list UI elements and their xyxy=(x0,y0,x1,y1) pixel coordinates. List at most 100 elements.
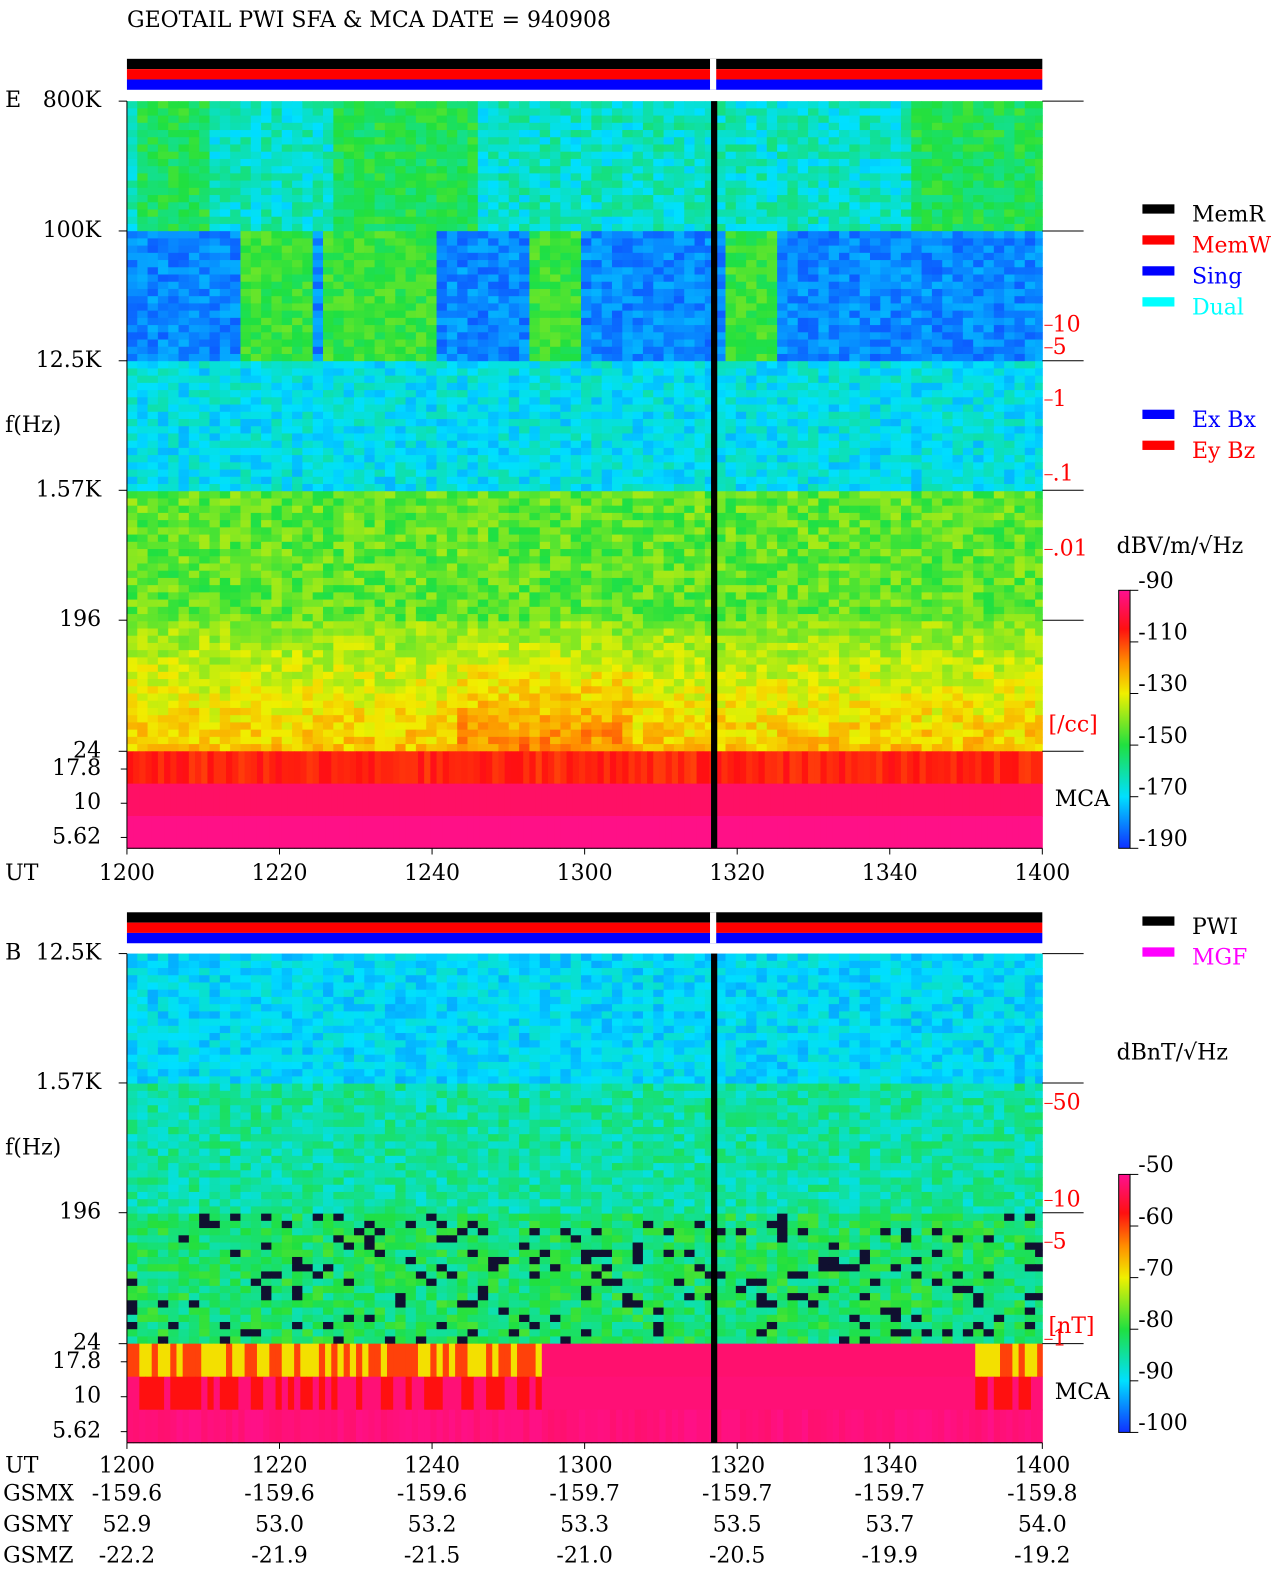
spectrogram-cell xyxy=(880,455,892,463)
spectrogram-cell xyxy=(126,231,138,239)
spectrogram-cell xyxy=(477,267,489,276)
spectrogram-cell xyxy=(477,209,489,218)
spectrogram-cell xyxy=(488,484,499,492)
spectrogram-cell xyxy=(746,310,757,319)
spectrogram-cell xyxy=(622,404,634,413)
spectrogram-cell xyxy=(312,260,324,268)
spectrogram-cell xyxy=(735,122,747,131)
spectrogram-cell xyxy=(622,382,634,391)
spectrogram-cell xyxy=(694,108,706,117)
spectrogram-cell xyxy=(529,195,541,203)
spectrogram-cell xyxy=(261,476,272,485)
spectrogram-cell xyxy=(395,498,407,507)
spectrogram-cell xyxy=(302,382,314,391)
spectrogram-cell xyxy=(550,115,561,124)
spectrogram-cell xyxy=(498,223,510,232)
spectrogram-cell xyxy=(312,361,324,369)
spectrogram-cell xyxy=(405,252,417,261)
spectrogram-cell xyxy=(157,187,169,196)
spectrogram-cell xyxy=(1004,469,1015,478)
spectrogram-cell xyxy=(446,440,458,449)
spectrogram-cell xyxy=(168,238,180,247)
spectrogram-cell xyxy=(188,462,200,471)
spectrogram-cell xyxy=(426,166,438,174)
spectrogram-cell xyxy=(199,296,210,304)
spectrogram-cell xyxy=(787,137,799,145)
spectrogram-cell xyxy=(250,498,262,507)
spectrogram-cell xyxy=(921,498,933,507)
spectrogram-cell xyxy=(426,433,438,442)
spectrogram-cell xyxy=(395,469,407,478)
spectrogram-cell xyxy=(384,426,396,434)
spectrogram-cell xyxy=(808,368,819,377)
spectrogram-cell xyxy=(787,325,799,333)
spectrogram-cell xyxy=(1035,158,1043,167)
spectrogram-cell xyxy=(343,353,355,362)
spectrogram-cell xyxy=(611,447,623,456)
spectrogram-cell xyxy=(859,433,871,442)
spectrogram-cell xyxy=(591,144,603,153)
spectrogram-cell xyxy=(983,267,995,276)
spectrogram-cell xyxy=(539,180,551,189)
spectrogram-cell xyxy=(261,166,272,174)
spectrogram-cell xyxy=(911,252,923,261)
spectrogram-cell xyxy=(942,476,954,485)
spectrogram-cell xyxy=(818,195,830,203)
spectrogram-cell xyxy=(797,353,809,362)
spectrogram-cell xyxy=(508,180,520,189)
spectrogram-cell xyxy=(477,397,489,406)
spectrogram-cell xyxy=(1014,223,1026,232)
spectrogram-cell xyxy=(395,361,407,369)
spectrogram-cell xyxy=(684,418,696,427)
spectrogram-cell xyxy=(735,404,747,413)
spectrogram-cell xyxy=(611,122,623,131)
spectrogram-cell xyxy=(653,252,665,261)
spectrogram-cell xyxy=(415,476,427,485)
spectrogram-cell xyxy=(467,101,479,109)
spectrogram-cell xyxy=(777,310,788,319)
spectrogram-cell xyxy=(746,223,757,232)
spectrogram-cell xyxy=(560,411,572,420)
spectrogram-cell xyxy=(900,130,912,138)
spectrogram-cell xyxy=(818,260,830,268)
spectrogram-cell xyxy=(353,202,365,210)
spectrogram-cell xyxy=(622,245,634,254)
spectrogram-cell xyxy=(921,317,933,326)
spectrogram-cell xyxy=(797,202,809,210)
spectrogram-cell xyxy=(828,498,840,507)
spectrogram-cell xyxy=(797,382,809,391)
spectrogram-cell xyxy=(168,317,180,326)
spectrogram-cell xyxy=(766,166,778,174)
spectrogram-cell xyxy=(704,426,716,434)
spectrogram-cell xyxy=(219,462,231,471)
spectrogram-cell xyxy=(560,332,572,341)
spectrogram-cell xyxy=(292,238,303,247)
spectrogram-cell xyxy=(642,252,654,261)
spectrogram-cell xyxy=(333,122,345,131)
spectrogram-cell xyxy=(168,440,180,449)
spectrogram-cell xyxy=(1024,346,1036,355)
spectrogram-cell xyxy=(312,173,324,182)
spectrogram-cell xyxy=(137,288,149,297)
spectrogram-cell xyxy=(777,491,788,499)
spectrogram-cell xyxy=(746,180,757,189)
spectrogram-cell xyxy=(880,231,892,239)
spectrogram-cell xyxy=(353,180,365,189)
spectrogram-cell xyxy=(1004,144,1015,153)
spectrogram-cell xyxy=(931,267,943,276)
spectrogram-cell xyxy=(869,115,881,124)
spectrogram-cell xyxy=(570,144,582,153)
spectrogram-cell xyxy=(684,137,696,145)
spectrogram-cell xyxy=(828,310,840,319)
spectrogram-cell xyxy=(353,252,365,261)
spectrogram-cell xyxy=(694,353,706,362)
spectrogram-cell xyxy=(281,296,293,304)
spectrogram-cell xyxy=(962,122,974,131)
spectrogram-cell xyxy=(436,317,448,326)
spectrogram-cell xyxy=(622,484,634,492)
spectrogram-cell xyxy=(126,462,138,471)
spectrogram-cell xyxy=(467,144,479,153)
spectrogram-cell xyxy=(818,238,830,247)
spectrogram-cell xyxy=(715,469,726,478)
spectrogram-cell xyxy=(849,231,861,239)
